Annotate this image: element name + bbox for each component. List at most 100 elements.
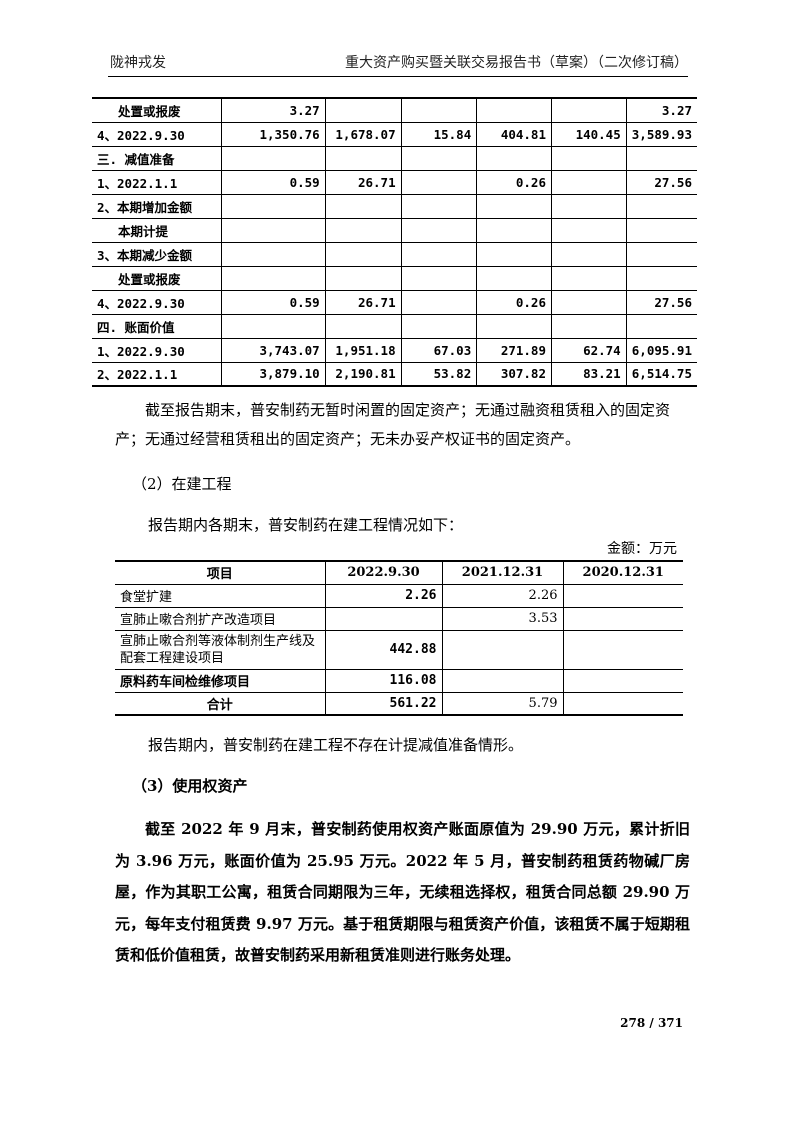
- cell-value: 307.82: [476, 361, 552, 387]
- table-total-row: 合计 561.22 5.79: [115, 691, 683, 716]
- total-2021: 5.79: [441, 691, 564, 716]
- cell-value: [221, 241, 326, 267]
- row-label: 四. 账面价值: [92, 313, 223, 339]
- cell-value: [324, 265, 402, 291]
- cell-value: [550, 97, 627, 123]
- cell-value: 1,350.76: [221, 121, 326, 147]
- table-row: 3、本期减少金额: [92, 241, 697, 267]
- table-row: 4、2022.9.30 1,350.76 1,678.07 15.84 404.81 14…: [92, 121, 697, 147]
- header-divider: [108, 76, 688, 77]
- value-2022: 442.88: [324, 629, 443, 670]
- item: 宣肺止嗽合剂扩产改造项目: [115, 606, 326, 631]
- cell-value: [400, 313, 478, 339]
- cell-value: [625, 265, 697, 291]
- paragraph-right-of-use: 截至 2022 年 9 月末，普安制药使用权资产账面原值为 29.90 万元，累…: [115, 820, 690, 965]
- row-label: 2、2022.1.1: [92, 361, 223, 387]
- value-2021: [441, 629, 564, 670]
- paragraph-fixed-assets-note: 截至报告期末，普安制药无暂时闲置的固定资产；无通过融资租赁租入的固定资产；无通过…: [115, 401, 671, 448]
- header-2022: 2022.9.30: [324, 560, 443, 585]
- table-row: 三. 减值准备: [92, 145, 697, 171]
- unit-label: 金额：万元: [607, 541, 677, 557]
- cell-value: [550, 217, 627, 243]
- cell-value: [324, 97, 402, 123]
- cell-value: [625, 193, 697, 219]
- row-label: 1、2022.1.1: [92, 169, 223, 195]
- cell-value: 1,951.18: [324, 337, 402, 363]
- cell-value: 1,678.07: [324, 121, 402, 147]
- header-2021: 2021.12.31: [441, 560, 564, 585]
- cell-value: [400, 265, 478, 291]
- section-heading-construction: （2）在建工程: [132, 475, 232, 493]
- row-label: 4、2022.9.30: [92, 289, 223, 315]
- cell-value: 27.56: [625, 169, 697, 195]
- table-row: 1、2022.9.30 3,743.07 1,951.18 67.03 271.89 62…: [92, 337, 697, 363]
- table-row: 四. 账面价值: [92, 313, 697, 339]
- cell-value: [400, 145, 478, 171]
- table-row: 2、2022.1.1 3,879.10 2,190.81 53.82 307.82 83.…: [92, 361, 697, 387]
- cell-value: [476, 313, 552, 339]
- cell-value: 3.27: [625, 97, 697, 123]
- value-2020: [562, 583, 683, 608]
- table-row: 本期计提: [92, 217, 697, 243]
- cell-value: [550, 145, 627, 171]
- value-2021: [441, 668, 564, 693]
- cell-value: 67.03: [400, 337, 478, 363]
- cell-value: [221, 145, 326, 171]
- header-company: 陇神戎发: [110, 55, 166, 71]
- cell-value: [476, 217, 552, 243]
- cell-value: [625, 313, 697, 339]
- cell-value: [324, 217, 402, 243]
- cell-value: 6,095.91: [625, 337, 697, 363]
- total-2022: 561.22: [324, 691, 443, 716]
- header-title: 重大资产购买暨关联交易报告书（草案）（二次修订稿）: [345, 55, 688, 71]
- table-row: 宣肺止嗽合剂等液体制剂生产线及配套工程建设项目 442.88: [115, 629, 683, 670]
- cell-value: [550, 241, 627, 267]
- table-row: 2、本期增加金额: [92, 193, 697, 219]
- section-heading-right-of-use: （3）使用权资产: [132, 777, 248, 795]
- cell-value: [476, 145, 552, 171]
- cell-value: [476, 97, 552, 123]
- cell-value: [550, 193, 627, 219]
- cell-value: [221, 265, 326, 291]
- cell-value: 0.26: [476, 289, 552, 315]
- cell-value: [400, 97, 478, 123]
- value-2022: 116.08: [324, 668, 443, 693]
- cell-value: 3.27: [221, 97, 326, 123]
- cell-value: 0.26: [476, 169, 552, 195]
- cell-value: [550, 169, 627, 195]
- header-2020: 2020.12.31: [562, 560, 683, 585]
- header-item: 项目: [115, 560, 326, 585]
- cell-value: 26.71: [324, 289, 402, 315]
- row-label: 4、2022.9.30: [92, 121, 223, 147]
- cell-value: [625, 241, 697, 267]
- value-2020: [562, 606, 683, 631]
- cell-value: [625, 217, 697, 243]
- cell-value: [625, 145, 697, 171]
- cell-value: 271.89: [476, 337, 552, 363]
- cell-value: 140.45: [550, 121, 627, 147]
- value-2020: [562, 629, 683, 670]
- page-number: 278 / 371: [620, 1016, 683, 1030]
- value-2020: [562, 668, 683, 693]
- item: 食堂扩建: [115, 583, 326, 608]
- cell-value: 26.71: [324, 169, 402, 195]
- table-row: 食堂扩建 2.26 2.26: [115, 583, 683, 608]
- row-label: 3、本期减少金额: [92, 241, 223, 267]
- value-2022: [324, 606, 443, 631]
- cell-value: 3,879.10: [221, 361, 326, 387]
- table-row: 处置或报废: [92, 265, 697, 291]
- value-2021: 2.26: [441, 583, 564, 608]
- cell-value: [324, 313, 402, 339]
- construction-table: 项目 2022.9.30 2021.12.31 2020.12.31 食堂扩建 …: [115, 560, 683, 716]
- cell-value: [550, 313, 627, 339]
- cell-value: [221, 193, 326, 219]
- total-2020: [562, 691, 683, 716]
- cell-value: [221, 313, 326, 339]
- cell-value: 15.84: [400, 121, 478, 147]
- value-2021: 3.53: [441, 606, 564, 631]
- table-row: 1、2022.1.1 0.59 26.71 0.26 27.56: [92, 169, 697, 195]
- paragraph-construction-intro: 报告期内各期末，普安制药在建工程情况如下：: [148, 516, 464, 534]
- table-header-row: 项目 2022.9.30 2021.12.31 2020.12.31: [115, 560, 683, 585]
- cell-value: 83.21: [550, 361, 627, 387]
- cell-value: [476, 265, 552, 291]
